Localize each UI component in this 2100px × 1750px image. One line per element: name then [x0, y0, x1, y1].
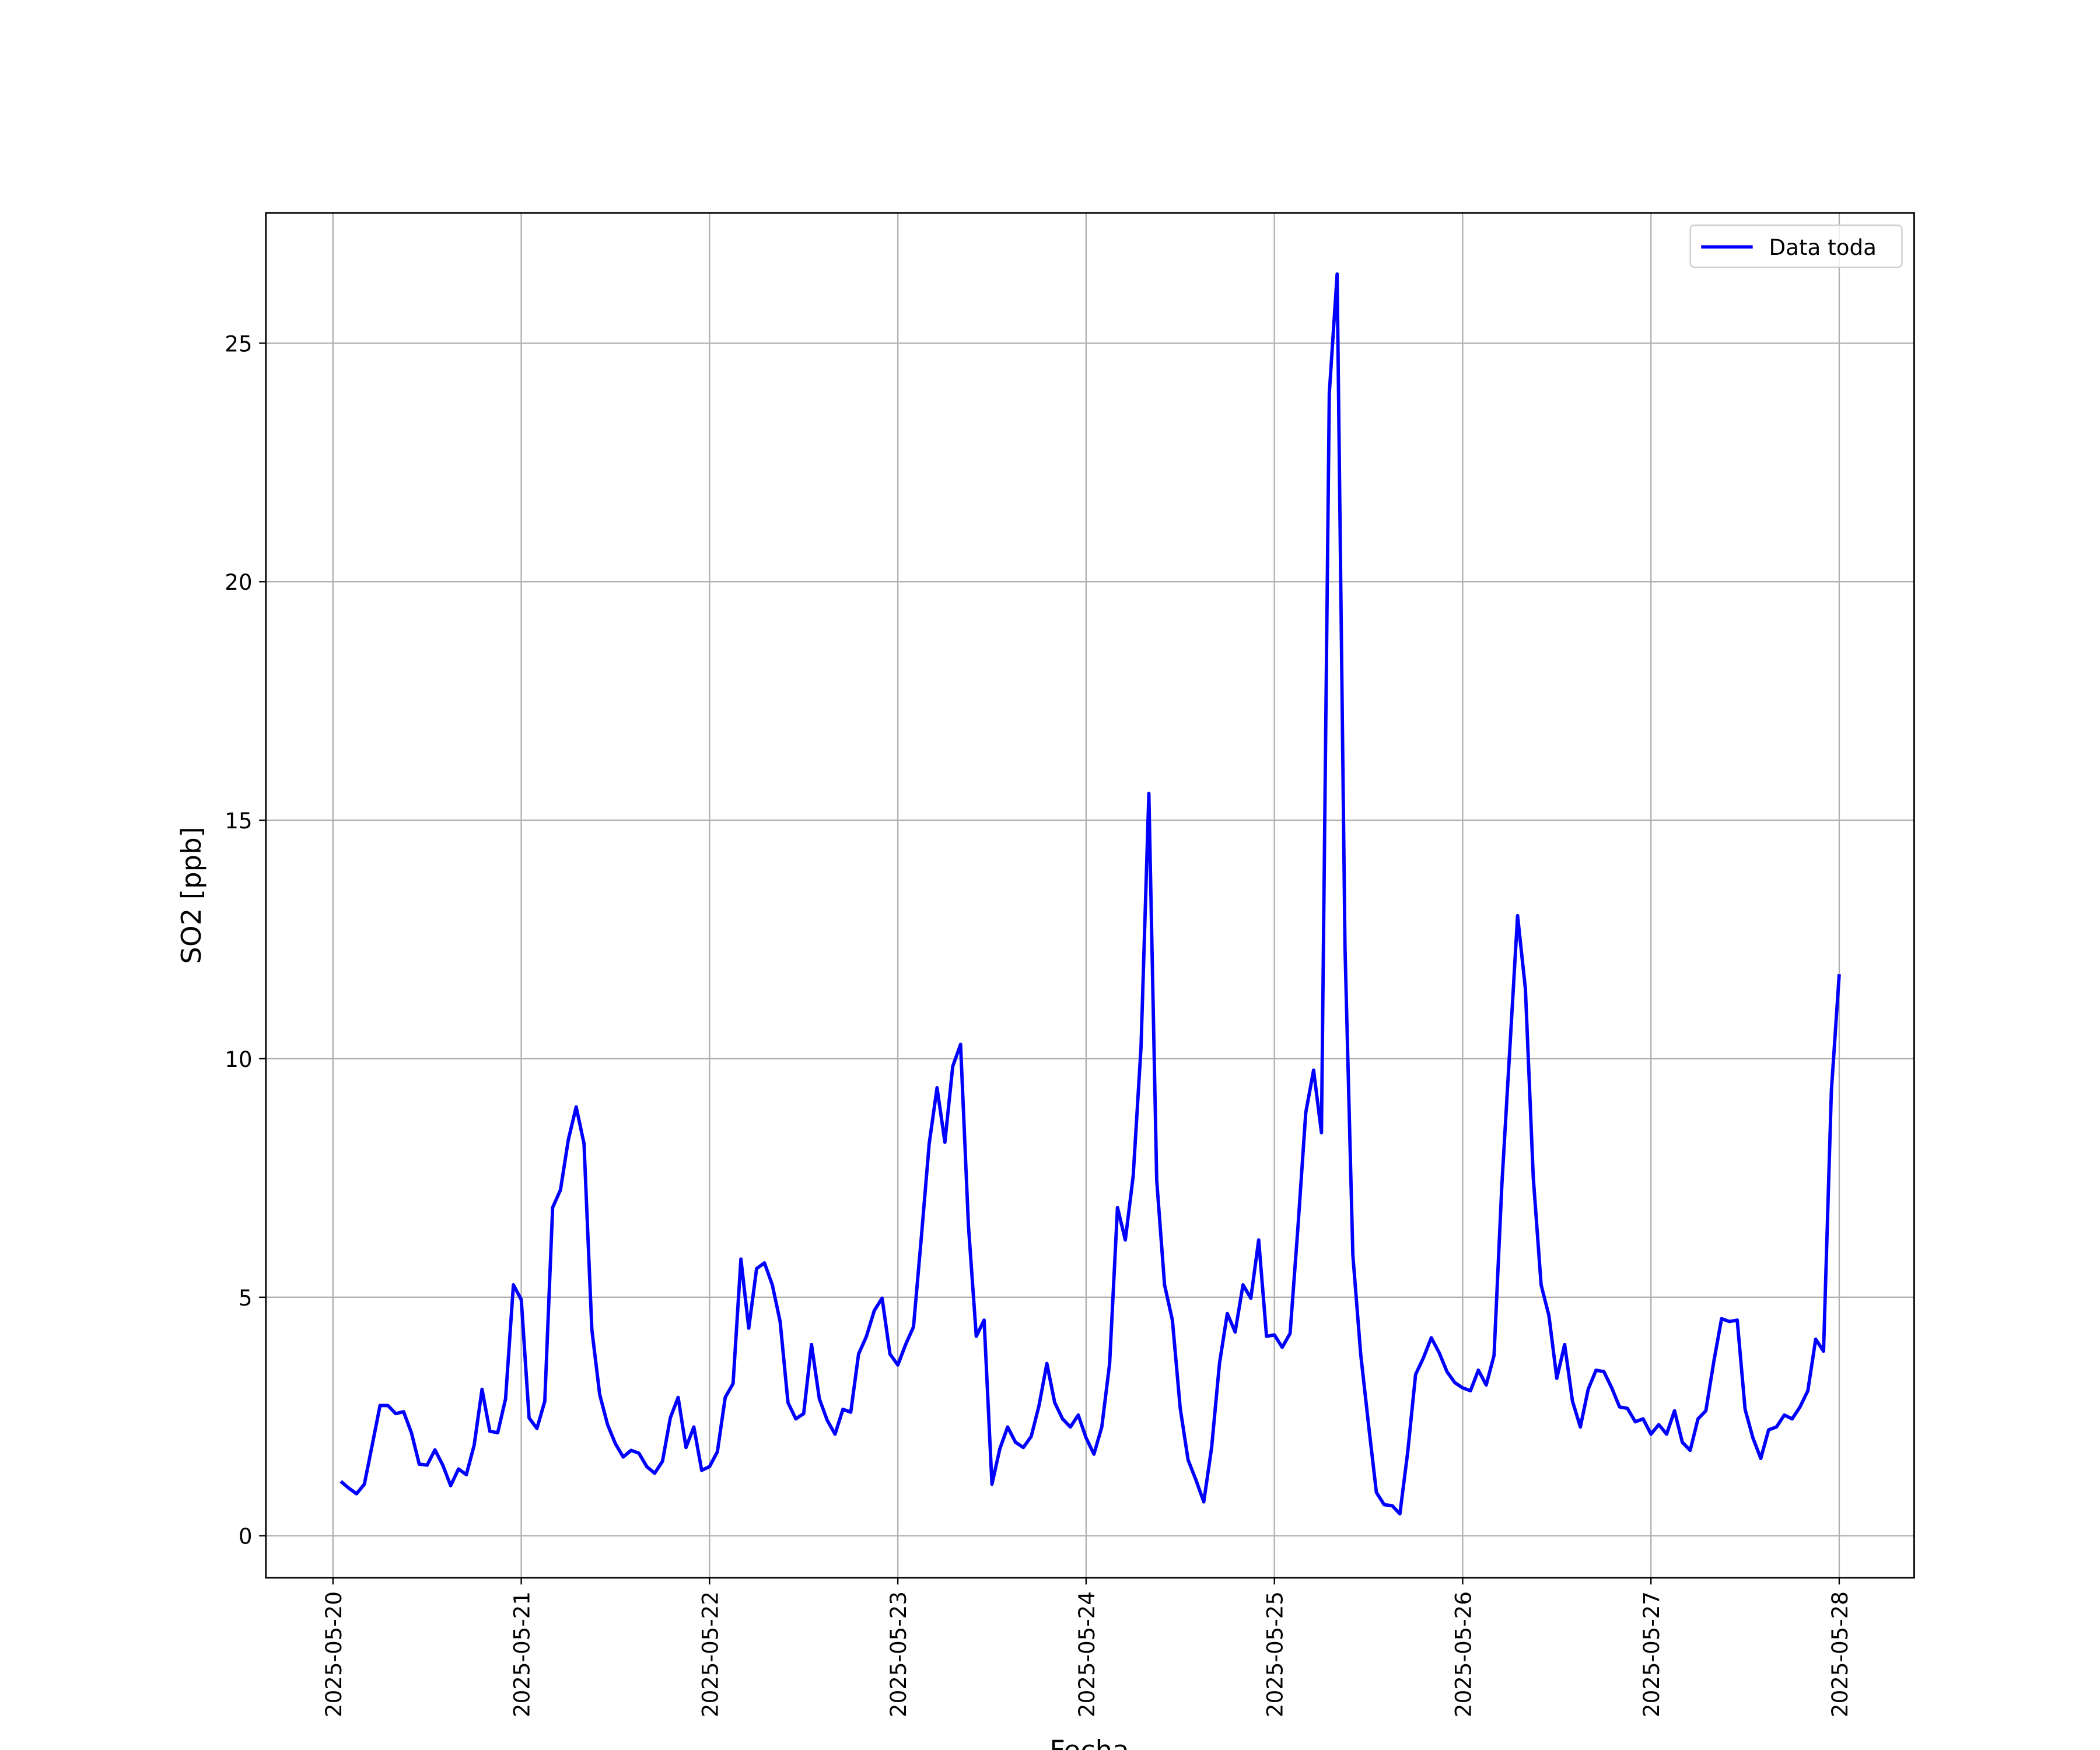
legend-label: Data toda: [1769, 235, 1877, 260]
data-line: [340, 272, 1841, 1516]
x-tick-label: 2025-05-26: [1450, 1591, 1476, 1717]
x-tick-label: 2025-05-27: [1639, 1591, 1664, 1717]
y-tick-label: 10: [225, 1046, 252, 1072]
y-tick-label: 5: [239, 1285, 253, 1311]
y-axis-label: SO2 [ppb]: [176, 827, 207, 964]
legend-box: [1689, 224, 1903, 268]
y-tick-label: 25: [225, 331, 252, 356]
y-tick-label: 20: [225, 569, 252, 595]
x-tick-label: 2025-05-21: [509, 1591, 535, 1717]
x-tick-label: 2025-05-28: [1827, 1591, 1853, 1717]
x-tick-label: 2025-05-20: [321, 1591, 346, 1717]
x-tick-label: 2025-05-24: [1074, 1591, 1100, 1717]
plot-frame: [265, 212, 1915, 1579]
x-tick-label: 2025-05-23: [886, 1591, 911, 1717]
y-tick-label: 0: [239, 1524, 253, 1549]
x-axis-label: Fecha: [1049, 1734, 1129, 1750]
x-tick-label: 2025-05-25: [1262, 1591, 1288, 1717]
x-tick-label: 2025-05-22: [697, 1591, 723, 1717]
y-tick-label: 15: [225, 808, 252, 834]
